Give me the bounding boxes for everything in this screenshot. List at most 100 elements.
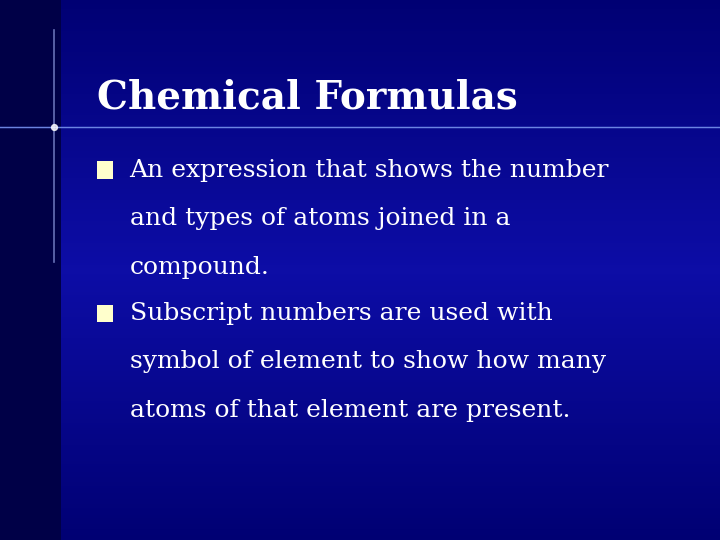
Bar [0, 2, 720, 4]
Bar [0, 421, 720, 423]
Point [48, 123, 60, 131]
Bar [0, 133, 720, 135]
Bar [0, 427, 720, 428]
Bar [0, 349, 720, 351]
Bar [0, 405, 720, 407]
Bar [0, 470, 720, 471]
Text: An expression that shows the number: An expression that shows the number [130, 159, 609, 181]
Bar [0, 369, 720, 371]
Bar [0, 135, 720, 137]
Bar [0, 258, 720, 259]
Bar [0, 128, 720, 130]
Bar [0, 214, 720, 216]
Bar [0, 363, 720, 366]
Bar [0, 189, 720, 191]
Bar [0, 383, 720, 385]
Bar [0, 450, 720, 452]
Bar [0, 266, 720, 268]
Bar [0, 157, 720, 158]
Bar [0, 166, 720, 167]
Bar [0, 279, 720, 281]
Bar [0, 131, 720, 133]
Bar [0, 333, 720, 335]
Bar [0, 70, 720, 72]
Bar [0, 400, 720, 401]
Bar [0, 205, 720, 207]
Bar [0, 336, 720, 339]
Text: and types of atoms joined in a: and types of atoms joined in a [130, 207, 510, 230]
Bar [0, 144, 720, 146]
Bar [0, 36, 720, 38]
Bar [0, 444, 720, 447]
Bar [0, 407, 720, 409]
Bar [0, 147, 720, 150]
Bar [0, 324, 720, 326]
Bar [0, 112, 720, 113]
Bar [0, 312, 720, 313]
Bar [0, 11, 720, 12]
Bar [0, 130, 720, 131]
Bar [0, 533, 720, 535]
Bar [0, 281, 720, 282]
Bar [0, 335, 720, 336]
Bar [0, 416, 720, 417]
Bar [0, 227, 720, 228]
Bar [0, 504, 720, 506]
Bar [0, 31, 720, 32]
Bar [0, 193, 720, 194]
Bar [0, 247, 720, 248]
Bar [0, 398, 720, 400]
Bar [0, 536, 720, 538]
Bar [0, 275, 720, 277]
Bar [0, 76, 720, 77]
Bar [0, 529, 720, 531]
Bar [0, 339, 720, 340]
Bar [0, 74, 720, 76]
Bar [0, 218, 720, 220]
Bar [0, 301, 720, 302]
Bar [0, 389, 720, 390]
Bar [0, 142, 720, 144]
Bar [0, 23, 720, 25]
Bar [0, 15, 720, 16]
Bar [0, 524, 720, 525]
Text: Subscript numbers are used with: Subscript numbers are used with [130, 302, 552, 325]
Bar [0, 146, 720, 147]
Bar [0, 382, 720, 383]
Bar [0, 103, 720, 104]
Bar [0, 164, 720, 166]
Bar [0, 437, 720, 439]
Bar [0, 475, 720, 477]
Bar [0, 139, 720, 140]
Bar [0, 491, 720, 493]
Bar [0, 493, 720, 495]
Bar [0, 346, 720, 347]
Bar [0, 58, 720, 59]
Bar [0, 306, 720, 308]
Bar [0, 117, 720, 119]
Bar [0, 93, 720, 96]
Bar [0, 162, 720, 164]
Bar [0, 239, 720, 241]
Bar [0, 265, 720, 266]
Bar [0, 452, 720, 454]
Bar [0, 245, 720, 247]
Bar [0, 216, 720, 218]
Bar [0, 238, 720, 239]
Bar [0, 366, 720, 367]
Bar [0, 180, 720, 182]
Bar [0, 420, 720, 421]
Bar [0, 488, 720, 490]
Bar [0, 196, 720, 198]
Bar [0, 184, 720, 185]
Bar [0, 308, 720, 309]
Bar [0, 243, 720, 245]
Bar [0, 317, 720, 319]
Bar [0, 9, 720, 11]
Text: compound.: compound. [130, 256, 269, 279]
Bar [0, 97, 720, 99]
Bar [0, 178, 720, 180]
Bar [0, 255, 720, 258]
Bar [0, 484, 720, 486]
Bar [0, 140, 720, 142]
